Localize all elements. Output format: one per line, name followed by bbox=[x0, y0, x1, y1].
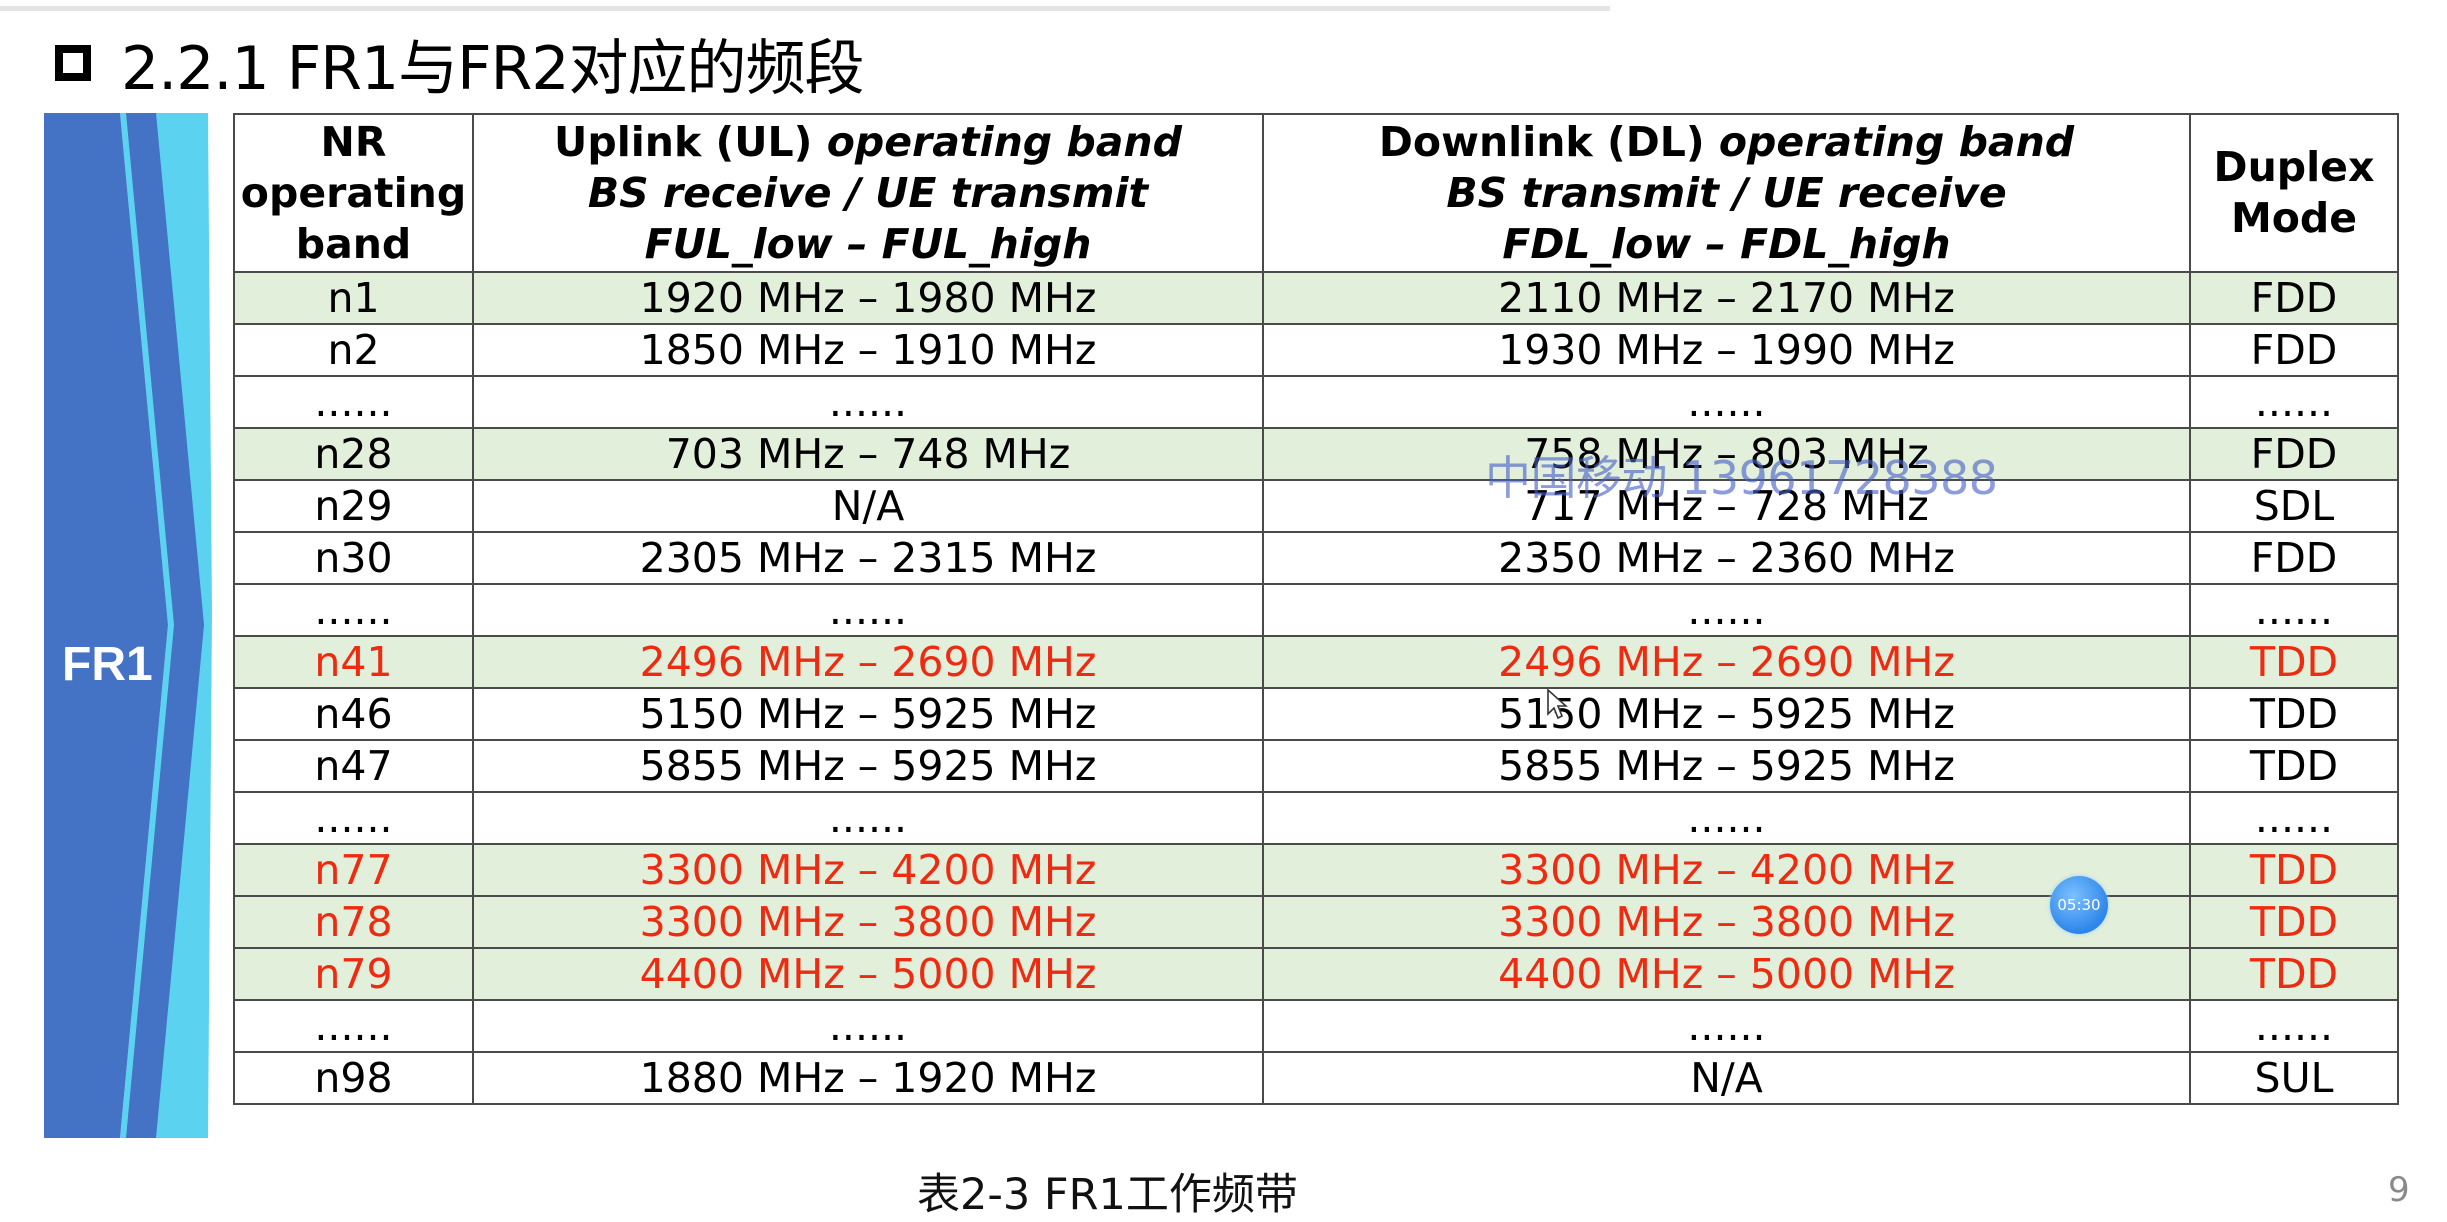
header-uplink: Uplink (UL) operating band BS receive / … bbox=[472, 113, 1264, 273]
table-row: n46 5150 MHz – 5925 MHz 5150 MHz – 5925 MH… bbox=[233, 687, 2399, 741]
uplink-cell: 2305 MHz – 2315 MHz bbox=[472, 531, 1264, 585]
uplink-cell: ...... bbox=[472, 375, 1264, 429]
downlink-cell: 758 MHz – 803 MHz bbox=[1262, 427, 2191, 481]
page-number: 9 bbox=[2388, 1170, 2410, 1210]
table-header-row: NR operating band Uplink (UL) operating … bbox=[233, 113, 2399, 273]
band-cell: n78 bbox=[233, 895, 474, 949]
timer-badge[interactable]: 05:30 bbox=[2050, 876, 2108, 934]
band-cell: n1 bbox=[233, 271, 474, 325]
downlink-cell: ...... bbox=[1262, 791, 2191, 845]
table-caption: 表2-3 FR1工作频带 bbox=[917, 1170, 1298, 1220]
downlink-cell: 2496 MHz – 2690 MHz bbox=[1262, 635, 2191, 689]
downlink-cell: ...... bbox=[1262, 999, 2191, 1053]
downlink-cell: 1930 MHz – 1990 MHz bbox=[1262, 323, 2191, 377]
downlink-cell: 717 MHz – 728 MHz bbox=[1262, 479, 2191, 533]
table-row: n29 N/A 717 MHz – 728 MHz SDL bbox=[233, 479, 2399, 533]
table-row: n47 5855 MHz – 5925 MHz 5855 MHz – 5925 MH… bbox=[233, 739, 2399, 793]
uplink-cell: ...... bbox=[472, 999, 1264, 1053]
duplex-cell: FDD bbox=[2189, 271, 2399, 325]
band-cell: ...... bbox=[233, 583, 474, 637]
duplex-cell: ...... bbox=[2189, 791, 2399, 845]
band-cell: n47 bbox=[233, 739, 474, 793]
downlink-cell: 5150 MHz – 5925 MHz bbox=[1262, 687, 2191, 741]
duplex-cell: TDD bbox=[2189, 635, 2399, 689]
top-divider bbox=[0, 6, 1610, 11]
uplink-cell: 703 MHz – 748 MHz bbox=[472, 427, 1264, 481]
band-cell: n46 bbox=[233, 687, 474, 741]
duplex-cell: SUL bbox=[2189, 1051, 2399, 1105]
downlink-cell: 3300 MHz – 4200 MHz bbox=[1262, 843, 2191, 897]
uplink-cell: 1880 MHz – 1920 MHz bbox=[472, 1051, 1264, 1105]
table-row-ellipsis: ........................ bbox=[233, 375, 2399, 429]
duplex-cell: TDD bbox=[2189, 843, 2399, 897]
uplink-cell: 1850 MHz – 1910 MHz bbox=[472, 323, 1264, 377]
band-cell: ...... bbox=[233, 999, 474, 1053]
table-row: n30 2305 MHz – 2315 MHz 2350 MHz – 2360 MH… bbox=[233, 531, 2399, 585]
header-duplex-mode: Duplex Mode bbox=[2189, 113, 2399, 273]
watermark-text: 中国移动 13961728388 bbox=[1485, 451, 1998, 505]
downlink-cell: 2350 MHz – 2360 MHz bbox=[1262, 531, 2191, 585]
uplink-cell: 4400 MHz – 5000 MHz bbox=[472, 947, 1264, 1001]
downlink-cell: ...... bbox=[1262, 583, 2191, 637]
downlink-cell: ...... bbox=[1262, 375, 2191, 429]
table-row: n1 1920 MHz – 1980 MHz 2110 MHz – 2170 MHz… bbox=[233, 271, 2399, 325]
duplex-cell: SDL bbox=[2189, 479, 2399, 533]
duplex-cell: ...... bbox=[2189, 375, 2399, 429]
header-downlink: Downlink (DL) operating band BS transmit… bbox=[1262, 113, 2191, 273]
slide-heading: 2.2.1 FR1与FR2对应的频段 bbox=[55, 18, 864, 108]
table-row: n28 703 MHz – 748 MHz 758 MHz – 803 MHz FDD bbox=[233, 427, 2399, 481]
band-cell: n2 bbox=[233, 323, 474, 377]
uplink-cell: 2496 MHz – 2690 MHz bbox=[472, 635, 1264, 689]
table-row-highlighted: n78 3300 MHz – 3800 MHz 3300 MHz – 3800 MH… bbox=[233, 895, 2399, 949]
table-row-highlighted: n41 2496 MHz – 2690 MHz 2496 MHz – 2690 MH… bbox=[233, 635, 2399, 689]
downlink-cell: 5855 MHz – 5925 MHz bbox=[1262, 739, 2191, 793]
band-cell: n29 bbox=[233, 479, 474, 533]
band-cell: n77 bbox=[233, 843, 474, 897]
duplex-cell: TDD bbox=[2189, 687, 2399, 741]
table-row-highlighted: n79 4400 MHz – 5000 MHz 4400 MHz – 5000 MH… bbox=[233, 947, 2399, 1001]
uplink-cell: 5150 MHz – 5925 MHz bbox=[472, 687, 1264, 741]
duplex-cell: ...... bbox=[2189, 583, 2399, 637]
band-cell: n28 bbox=[233, 427, 474, 481]
table-row-highlighted: n77 3300 MHz – 4200 MHz 3300 MHz – 4200 MH… bbox=[233, 843, 2399, 897]
header-nr-band: NR operating band bbox=[233, 113, 474, 273]
duplex-cell: TDD bbox=[2189, 739, 2399, 793]
duplex-cell: ...... bbox=[2189, 999, 2399, 1053]
band-cell: n30 bbox=[233, 531, 474, 585]
uplink-cell: 1920 MHz – 1980 MHz bbox=[472, 271, 1264, 325]
band-cell: n79 bbox=[233, 947, 474, 1001]
downlink-cell: 4400 MHz – 5000 MHz bbox=[1262, 947, 2191, 1001]
table-row: n98 1880 MHz – 1920 MHz N/A SUL bbox=[233, 1051, 2399, 1105]
square-bullet-icon bbox=[55, 45, 91, 81]
table-row-ellipsis: ........................ bbox=[233, 791, 2399, 845]
downlink-cell: 3300 MHz – 3800 MHz bbox=[1262, 895, 2191, 949]
fr1-label: FR1 bbox=[62, 638, 153, 691]
duplex-cell: FDD bbox=[2189, 323, 2399, 377]
uplink-cell: N/A bbox=[472, 479, 1264, 533]
duplex-cell: FDD bbox=[2189, 531, 2399, 585]
table-row-ellipsis: ........................ bbox=[233, 583, 2399, 637]
table-row: n2 1850 MHz – 1910 MHz 1930 MHz – 1990 MHz… bbox=[233, 323, 2399, 377]
uplink-cell: 3300 MHz – 4200 MHz bbox=[472, 843, 1264, 897]
duplex-cell: FDD bbox=[2189, 427, 2399, 481]
fr1-arrow-shape bbox=[44, 113, 212, 1138]
band-cell: n41 bbox=[233, 635, 474, 689]
downlink-cell: 2110 MHz – 2170 MHz bbox=[1262, 271, 2191, 325]
band-cell: ...... bbox=[233, 791, 474, 845]
duplex-cell: TDD bbox=[2189, 895, 2399, 949]
downlink-cell: N/A bbox=[1262, 1051, 2191, 1105]
band-cell: n98 bbox=[233, 1051, 474, 1105]
uplink-cell: 5855 MHz – 5925 MHz bbox=[472, 739, 1264, 793]
fr1-band-table: NR operating band Uplink (UL) operating … bbox=[233, 113, 2399, 1105]
uplink-cell: ...... bbox=[472, 791, 1264, 845]
heading-text: 2.2.1 FR1与FR2对应的频段 bbox=[121, 33, 864, 104]
band-cell: ...... bbox=[233, 375, 474, 429]
table-row-ellipsis: ........................ bbox=[233, 999, 2399, 1053]
duplex-cell: TDD bbox=[2189, 947, 2399, 1001]
uplink-cell: 3300 MHz – 3800 MHz bbox=[472, 895, 1264, 949]
uplink-cell: ...... bbox=[472, 583, 1264, 637]
mouse-cursor-icon bbox=[1547, 688, 1568, 720]
